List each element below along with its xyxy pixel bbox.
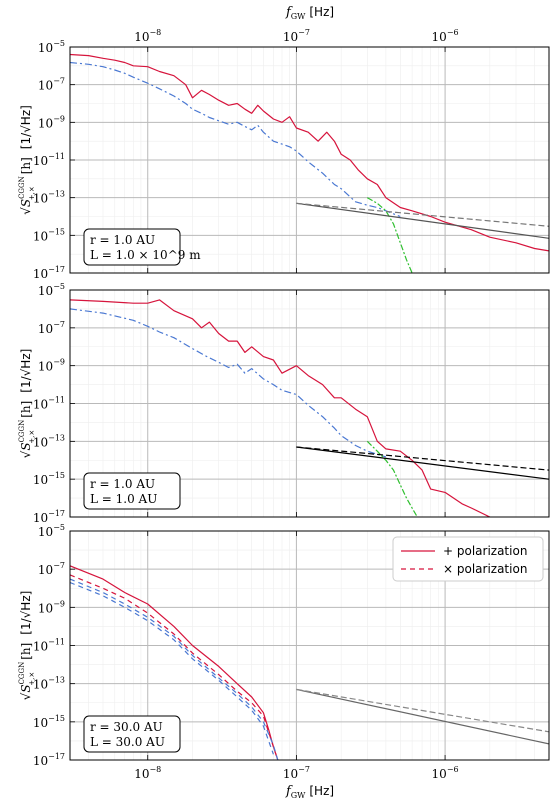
annotation-box xyxy=(83,715,181,753)
series-line-plus xyxy=(70,299,492,517)
series-line-blue xyxy=(70,61,401,218)
legend-label: + polarization xyxy=(443,544,527,558)
series-line-green xyxy=(367,197,413,273)
series-line-ref-solid xyxy=(296,446,549,480)
series-line-ref-solid xyxy=(296,202,549,239)
y-tick-label: 10−5 xyxy=(38,282,65,298)
x-tick-label: 10−6 xyxy=(432,28,459,44)
annotation-text: r = 30.0 AU xyxy=(90,720,163,734)
annotation-text: L = 1.0 AU xyxy=(90,492,157,506)
y-tick-label: 10−15 xyxy=(33,227,65,243)
panel-bottom: 10−5 10−7 10−9 10−11 10−13 10−15 10−17 10−8 10−7… xyxy=(18,523,550,781)
series-line-ref-dash xyxy=(296,688,549,733)
series-line-cross xyxy=(70,574,279,760)
series-line-green xyxy=(366,440,418,517)
series-line-ref-dash xyxy=(296,446,549,471)
y-tick-label: 10−17 xyxy=(33,752,65,768)
y-tick-label: 10−15 xyxy=(33,714,65,730)
annotation-box xyxy=(83,228,181,266)
y-tick-label: 10−11 xyxy=(33,152,65,168)
y-tick-label: 10−17 xyxy=(33,265,65,281)
series-line-blue1 xyxy=(70,578,279,760)
y-axis-label: √SCGGN +,×[h][1/√Hz] xyxy=(18,105,36,215)
y-axis-label: √SCGGN +,×[h][1/√Hz] xyxy=(18,349,36,459)
legend-label: × polarization xyxy=(443,562,527,576)
y-tick-label: 10−13 xyxy=(33,676,65,692)
annotation-text: L = 30.0 AU xyxy=(90,735,165,749)
y-tick-label: 10−9 xyxy=(38,114,65,130)
panel-middle: 10−5 10−7 10−9 10−11 10−13 10−15 10−17 √SCGGN +,… xyxy=(18,282,550,525)
x-tick-label: 10−6 xyxy=(432,765,459,781)
annotation-text: L = 1.0 × 10^9 m xyxy=(90,248,201,262)
x-tick-label: 10−8 xyxy=(134,28,161,44)
ticks xyxy=(70,46,446,274)
y-tick-label: 10−7 xyxy=(38,77,65,93)
annotation-box xyxy=(83,472,181,510)
y-tick-label: 10−5 xyxy=(38,39,65,55)
series-line-ref-dash xyxy=(296,202,549,227)
y-tick-label: 10−5 xyxy=(38,523,65,539)
y-tick-label: 10−11 xyxy=(33,396,65,412)
x-tick-label: 10−8 xyxy=(134,765,161,781)
y-axis-label: √SCGGN +,×[h][1/√Hz] xyxy=(18,591,36,701)
ticks xyxy=(70,289,446,518)
ticks xyxy=(70,530,446,761)
x-tick-label: 10−7 xyxy=(283,765,310,781)
y-tick-label: 10−9 xyxy=(38,599,65,615)
x-tick-label: 10−7 xyxy=(283,28,310,44)
series-line-blue xyxy=(70,308,387,458)
top-x-axis-label: fGW [Hz] xyxy=(285,5,334,21)
annotation-text: r = 1.0 AU xyxy=(90,233,155,247)
series-group xyxy=(70,53,549,273)
y-tick-label: 10−13 xyxy=(33,190,65,206)
annotation-text: r = 1.0 AU xyxy=(90,477,155,491)
bottom-x-axis-label: fGW [Hz] xyxy=(285,784,334,800)
series-line-blue2 xyxy=(70,581,274,755)
series-group xyxy=(70,299,549,517)
y-tick-label: 10−17 xyxy=(33,509,65,525)
y-tick-label: 10−7 xyxy=(38,320,65,336)
series-line-plus xyxy=(70,53,549,252)
y-tick-label: 10−7 xyxy=(38,561,65,577)
legend-box xyxy=(392,536,544,582)
series-line-ref-solid xyxy=(296,688,549,745)
series-group xyxy=(70,565,549,760)
y-tick-label: 10−9 xyxy=(38,358,65,374)
panel-top: 10−5 10−7 10−9 10−11 10−13 10−15 10−17 10−8 10−7… xyxy=(18,28,550,281)
y-tick-label: 10−11 xyxy=(33,638,65,654)
y-tick-label: 10−13 xyxy=(33,433,65,449)
y-tick-label: 10−15 xyxy=(33,471,65,487)
